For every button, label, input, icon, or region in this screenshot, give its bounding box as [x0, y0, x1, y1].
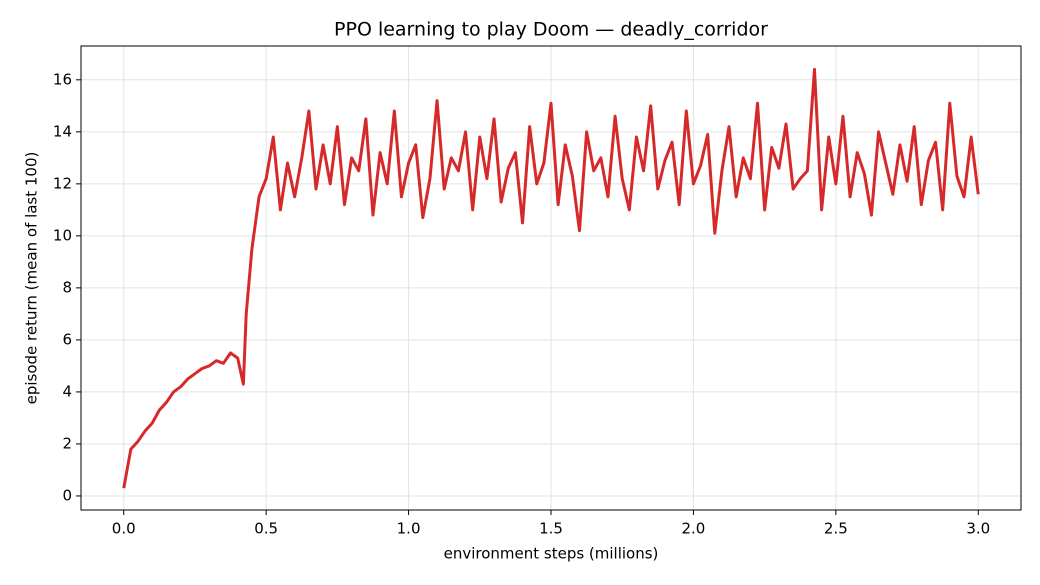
plot-frame — [80, 45, 1022, 511]
y-tick-label: 6 — [62, 330, 72, 348]
y-axis-label: episode return (mean of last 100) — [23, 152, 41, 405]
y-tick-label: 4 — [62, 382, 72, 400]
y-tick-label: 8 — [62, 278, 72, 296]
x-tick-label: 2.0 — [681, 520, 705, 538]
y-tick-label: 2 — [62, 434, 72, 452]
y-tick-label: 14 — [53, 122, 72, 140]
data-line — [122, 67, 980, 489]
y-tick-label: 0 — [62, 486, 72, 504]
x-tick-label: 0.0 — [112, 520, 136, 538]
x-axis-label: environment steps (millions) — [444, 545, 659, 563]
y-tick-label: 12 — [53, 174, 72, 192]
x-tick-label: 1.0 — [397, 520, 421, 538]
x-tick-label: 0.5 — [254, 520, 278, 538]
y-tick-label: 16 — [53, 70, 72, 88]
x-tick-label: 3.0 — [966, 520, 990, 538]
x-tick-label: 2.5 — [824, 520, 848, 538]
chart-title: PPO learning to play Doom — deadly_corri… — [334, 19, 768, 41]
y-tick-label: 10 — [53, 226, 72, 244]
x-tick-label: 1.5 — [539, 520, 563, 538]
